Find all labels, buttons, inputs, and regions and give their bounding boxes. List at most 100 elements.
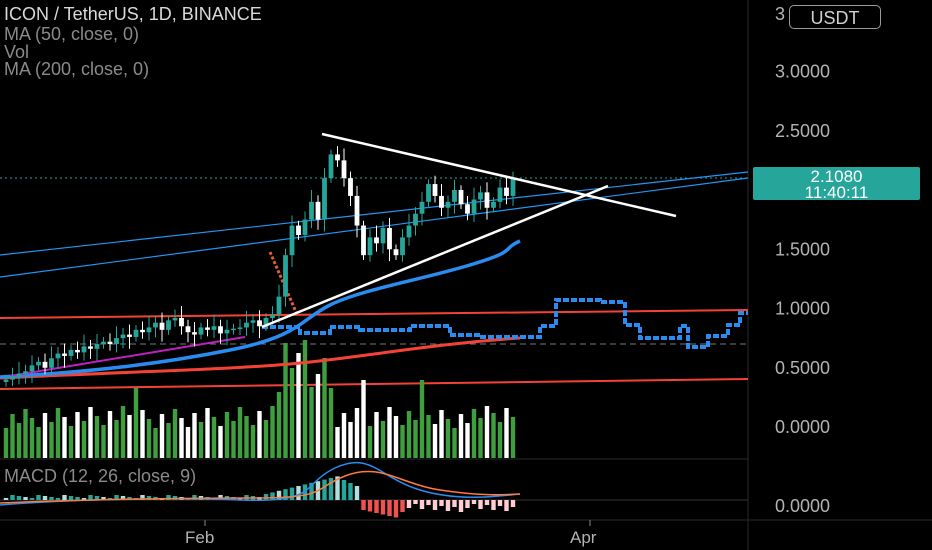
long-support-line (0, 378, 749, 390)
macd-histogram-bar (68, 496, 74, 500)
volume-bar (146, 419, 152, 458)
volume-bar (205, 408, 210, 458)
volume-bar (29, 418, 35, 458)
candle-body (263, 317, 269, 327)
currency-button[interactable]: USDT (789, 5, 881, 29)
candle-body (406, 225, 412, 238)
volume-bar (289, 368, 295, 458)
macd-histogram-bar (62, 495, 67, 500)
candle-body (419, 201, 425, 214)
macd-histogram-bar (140, 495, 145, 500)
price-tick-label: 0.0000 (775, 417, 830, 437)
ma200-legend: MA (200, close, 0) (4, 59, 150, 79)
volume-bar (42, 413, 48, 458)
volume-bar (419, 380, 425, 458)
macd-histogram-bar (465, 500, 470, 508)
volume-bar (127, 415, 132, 458)
macd-histogram-bar (406, 500, 412, 508)
macd-histogram-bar (81, 498, 87, 500)
macd-histogram-bar (55, 498, 61, 500)
volume-bar (484, 406, 490, 458)
volume-bar (62, 417, 67, 458)
candle-body (192, 332, 197, 335)
macd-histogram-bar (419, 500, 425, 509)
volume-bar (107, 411, 113, 458)
volume-bar (49, 422, 54, 458)
volume-bar (315, 374, 321, 458)
volume-bar (3, 428, 9, 458)
volume-bar (75, 412, 80, 458)
macd-histogram-bar (354, 486, 360, 500)
macd-histogram-bar (374, 500, 379, 513)
macd-histogram-bar (328, 478, 334, 500)
volume-bar (341, 413, 347, 458)
time-axis-label: Apr (570, 528, 597, 547)
macd-signal-line (0, 470, 521, 504)
candle-body (341, 160, 347, 179)
candle-body (452, 190, 457, 202)
candle-body (484, 192, 490, 208)
volume-bar (23, 409, 28, 458)
candle-body (400, 237, 405, 256)
volume-bar (406, 411, 412, 458)
volume-bar (179, 418, 184, 458)
candle-body (185, 326, 191, 333)
candle-body (374, 237, 379, 244)
macd-histogram-bar (29, 498, 35, 500)
macd-histogram-bar (341, 480, 347, 500)
volume-bar (231, 421, 236, 458)
volume-bar (478, 418, 483, 458)
macd-tick-label: 0.0000 (775, 496, 830, 516)
volume-bar (36, 427, 41, 458)
volume-bar (270, 406, 275, 458)
last-price-value: 2.1080 (810, 167, 863, 186)
macd-histogram-bar (322, 479, 327, 500)
macd-histogram-bar (309, 482, 314, 500)
candle-body (133, 329, 139, 337)
macd-histogram-bar (504, 500, 509, 511)
volume-bar (263, 420, 269, 458)
candle-body (445, 201, 451, 208)
candle-body (367, 237, 373, 256)
volume-bar (426, 415, 431, 458)
price-tick-label: 3 (775, 4, 785, 24)
candle-body (354, 195, 360, 226)
macd-histogram-bar (289, 487, 295, 500)
macd-histogram-bar (75, 497, 80, 500)
candle-body (55, 353, 61, 359)
triangle-lower-line (261, 184, 609, 329)
candle-body (231, 328, 236, 331)
macd-histogram-bar (302, 484, 308, 500)
macd-histogram-bar (348, 483, 353, 500)
candle-body (94, 344, 100, 349)
candle-body (478, 192, 483, 200)
volume-bar (133, 388, 139, 458)
macd-histogram-bar (361, 500, 366, 510)
bar-countdown: 11:40:11 (804, 183, 869, 202)
volume-bar (101, 425, 106, 458)
macd-histogram-bar (380, 500, 386, 515)
candle-body (120, 334, 126, 339)
vol-legend: Vol (4, 42, 30, 62)
candle-body (257, 320, 262, 327)
volume-bar (94, 416, 100, 458)
macd-histogram-bar (49, 497, 54, 500)
macd-histogram-bar (283, 489, 288, 500)
macd-histogram-bar (471, 500, 477, 504)
macd-histogram-bar (94, 496, 100, 500)
macd-histogram-bar (458, 500, 464, 512)
channel-lower-line (0, 177, 749, 278)
volume-bar (81, 421, 87, 458)
candle-body (413, 213, 418, 226)
volume-bar (10, 414, 15, 458)
candle-body (335, 154, 340, 161)
volume-bar (367, 426, 373, 458)
macd-legend: MACD (12, 26, close, 9) (4, 466, 197, 486)
candle-body (504, 187, 509, 196)
macd-histogram-bar (101, 497, 106, 500)
candle-body (140, 329, 145, 333)
candle-body (49, 358, 54, 368)
volume-bar (192, 413, 197, 458)
candle-body (348, 178, 353, 196)
